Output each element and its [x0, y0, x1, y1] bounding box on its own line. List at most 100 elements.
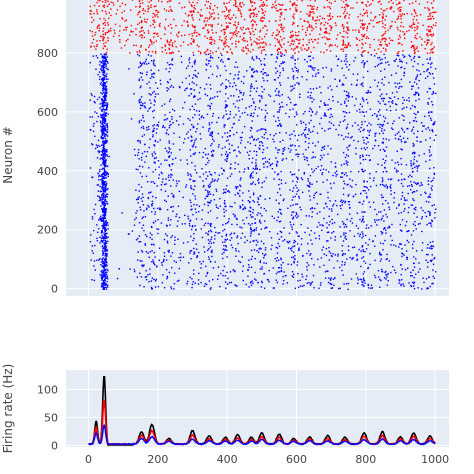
spike-point [400, 182, 403, 185]
spike-point [431, 111, 433, 113]
spike-point [250, 104, 253, 107]
spike-point [254, 167, 257, 169]
spike-point [386, 276, 388, 278]
spike-point [190, 10, 193, 12]
spike-point [268, 230, 271, 233]
spike-point [343, 102, 346, 104]
spike-point [274, 258, 276, 260]
spike-point [103, 210, 105, 212]
spike-point [168, 271, 171, 274]
spike-point [149, 273, 151, 275]
spike-point [377, 111, 380, 113]
spike-point [239, 142, 242, 144]
spike-point [107, 39, 109, 42]
spike-point [136, 276, 139, 278]
spike-point [370, 287, 372, 289]
spike-point [401, 268, 403, 270]
spike-point [429, 88, 432, 90]
spike-point [239, 3, 241, 5]
spike-point [427, 210, 429, 213]
spike-point [214, 234, 216, 237]
spike-point [238, 99, 241, 102]
spike-point [300, 133, 303, 136]
spike-point [261, 268, 263, 270]
spike-point [411, 247, 414, 249]
spike-point [176, 225, 178, 227]
spike-point [193, 180, 195, 182]
spike-point [381, 196, 383, 199]
spike-point [101, 217, 104, 219]
spike-point [277, 10, 279, 12]
spike-point [241, 227, 243, 229]
spike-point [211, 143, 213, 145]
spike-point [102, 271, 105, 273]
spike-point [139, 98, 141, 101]
spike-point [363, 185, 366, 188]
spike-point [251, 120, 253, 122]
spike-point [277, 216, 280, 218]
spike-point [236, 6, 238, 8]
spike-point [343, 60, 346, 62]
spike-point [106, 254, 108, 256]
spike-point [413, 266, 416, 268]
spike-point [349, 213, 351, 215]
spike-point [194, 229, 197, 231]
spike-point [410, 188, 412, 191]
spike-point [374, 208, 376, 211]
spike-point [280, 257, 282, 259]
spike-point [291, 30, 294, 33]
spike-point [274, 1, 276, 3]
spike-point [423, 125, 425, 127]
spike-point [311, 68, 314, 70]
spike-point [100, 276, 103, 278]
spike-point [105, 223, 108, 226]
spike-point [98, 151, 100, 154]
spike-point [408, 184, 411, 187]
spike-point [377, 81, 380, 84]
spike-point [261, 20, 263, 23]
spike-point [277, 151, 279, 154]
spike-point [300, 243, 303, 246]
spike-point [104, 254, 107, 256]
spike-point [172, 179, 174, 181]
spike-point [264, 249, 267, 251]
spike-point [241, 136, 243, 139]
spike-point [90, 259, 92, 261]
spike-point [250, 87, 252, 89]
spike-point [307, 146, 310, 149]
spike-point [93, 101, 95, 103]
spike-point [341, 84, 343, 86]
spike-point [103, 117, 105, 120]
spike-point [275, 34, 277, 36]
spike-point [366, 92, 369, 94]
spike-point [295, 231, 298, 233]
spike-point [430, 180, 432, 183]
spike-point [247, 263, 250, 266]
spike-point [340, 60, 343, 63]
spike-point [401, 179, 403, 181]
spike-point [151, 277, 154, 279]
spike-point [104, 155, 106, 157]
spike-point [386, 185, 389, 188]
spike-point [225, 22, 228, 24]
spike-point [379, 59, 382, 61]
spike-point [159, 83, 162, 85]
spike-point [139, 2, 142, 5]
spike-point [380, 8, 382, 10]
spike-point [220, 58, 223, 61]
spike-point [348, 145, 350, 147]
spike-point [167, 133, 170, 136]
spike-point [248, 31, 251, 33]
spike-point [103, 208, 106, 211]
spike-point [145, 270, 147, 272]
spike-point [409, 122, 411, 124]
spike-point [189, 250, 192, 252]
spike-point [306, 184, 309, 187]
spike-point [280, 182, 283, 185]
spike-point [362, 235, 364, 237]
spike-point [165, 224, 168, 227]
spike-point [310, 51, 312, 53]
spike-point [395, 245, 397, 247]
spike-point [239, 90, 241, 92]
spike-point [107, 24, 109, 26]
